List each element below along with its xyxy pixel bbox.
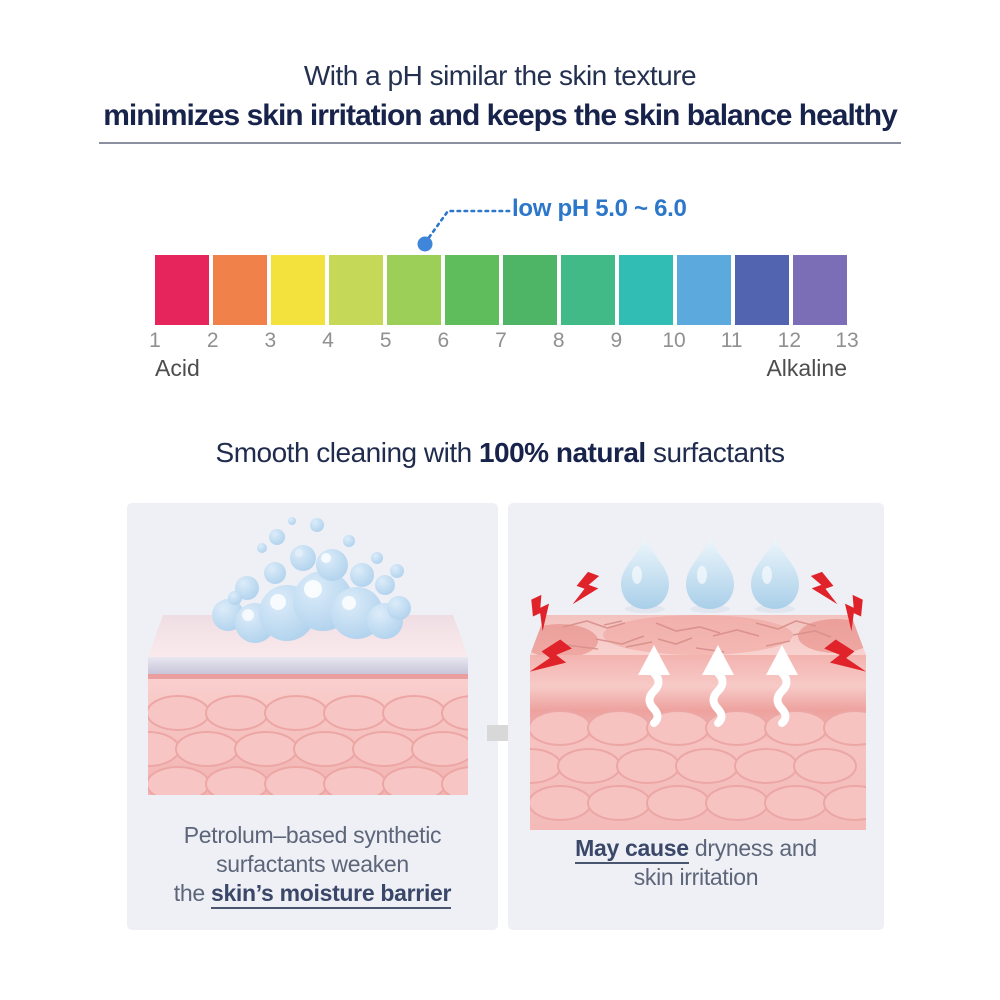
ph-block-10 <box>677 255 731 325</box>
title-line-2-wrap: minimizes skin irritation and keeps the … <box>0 99 1000 144</box>
right-caption-line1: May cause dryness and <box>508 834 884 864</box>
ph-block-3 <box>271 255 325 325</box>
right-caption-line2: skin irritation <box>633 864 759 890</box>
acid-label: Acid <box>155 355 200 381</box>
ph-block-8 <box>561 255 615 325</box>
title-line-2: minimizes skin irritation and keeps the … <box>99 99 901 144</box>
irritated-skin-illustration <box>526 538 869 830</box>
ph-scale-section: low pH 5.0 ~ 6.0 1 2 3 4 5 6 7 8 9 10 11 12 13 Acid … <box>149 188 859 388</box>
ph-tick-labels: 1 2 3 4 5 6 7 8 9 10 11 12 13 <box>149 329 859 355</box>
ph-annotation-label: low pH 5.0 ~ 6.0 <box>512 195 687 222</box>
title-line-1: With a pH similar the skin texture <box>303 60 697 91</box>
section2-title-pre: Smooth cleaning with <box>215 437 479 468</box>
ph-block-5 <box>387 255 441 325</box>
ph-tick-5: 5 <box>379 329 392 352</box>
moisture-loss-arrows-icon <box>638 645 798 727</box>
section2-title: Smooth cleaning with 100% natural surfac… <box>0 437 1000 469</box>
ph-color-scale <box>155 255 847 325</box>
alkaline-label: Alkaline <box>766 355 847 381</box>
ph-block-6 <box>445 255 499 325</box>
ph-block-1 <box>155 255 209 325</box>
ph-tick-11: 11 <box>720 329 743 352</box>
skin-cracks <box>562 620 832 653</box>
ph-block-7 <box>503 255 557 325</box>
foam-on-skin-illustration <box>148 517 468 795</box>
skin-block <box>148 615 468 795</box>
synthetic-surfactant-panel: Petrolum–based synthetic surfactants wea… <box>127 503 498 930</box>
ph-tick-13: 13 <box>835 329 859 352</box>
ph-block-12 <box>793 255 847 325</box>
moisture-barrier-emphasis: skin’s moisture barrier <box>210 880 452 909</box>
section2-title-bold: 100% natural <box>478 437 646 468</box>
left-caption-line1: Petrolum–based synthetic <box>183 822 442 848</box>
ph-tick-1: 1 <box>149 329 161 352</box>
ph-indicator-dot-icon <box>417 236 433 252</box>
left-caption-line3: the skin’s moisture barrier <box>127 879 498 909</box>
ph-tick-3: 3 <box>264 329 277 352</box>
foam-bubbles-icon <box>212 517 411 643</box>
ph-end-labels: Acid Alkaline <box>155 355 847 382</box>
ph-block-4 <box>329 255 383 325</box>
ph-tick-10: 10 <box>662 329 686 352</box>
ph-tick-6: 6 <box>437 329 450 352</box>
section2-title-post: surfactants <box>645 437 785 468</box>
right-panel-caption: May cause dryness and skin irritation <box>508 834 884 892</box>
damaged-skin-block <box>530 615 866 830</box>
water-droplets-icon <box>621 538 799 613</box>
ph-block-2 <box>213 255 267 325</box>
ph-tick-9: 9 <box>610 329 623 352</box>
ph-tick-4: 4 <box>322 329 334 352</box>
left-panel-caption: Petrolum–based synthetic surfactants wea… <box>127 821 498 909</box>
ph-annotation-leader <box>417 209 514 252</box>
ph-tick-8: 8 <box>552 329 565 352</box>
ph-block-9 <box>619 255 673 325</box>
may-cause-emphasis: May cause <box>575 835 689 864</box>
dotted-leader-line <box>423 209 514 245</box>
irritation-panel: May cause dryness and skin irritation <box>508 503 884 930</box>
ph-block-11 <box>735 255 789 325</box>
left-caption-line2: surfactants weaken <box>216 851 409 877</box>
ph-tick-2: 2 <box>206 329 219 352</box>
skin-cells <box>530 710 866 821</box>
skin-cells <box>148 695 468 795</box>
ph-tick-7: 7 <box>495 329 507 352</box>
ph-tick-12: 12 <box>777 329 802 352</box>
